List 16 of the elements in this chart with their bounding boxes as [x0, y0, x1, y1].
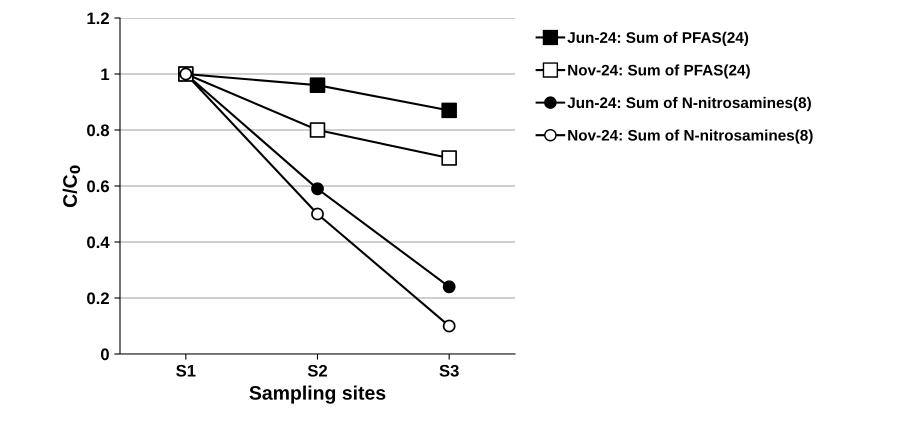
- y-axis-title: C/C$_{0}$: [62, 165, 80, 208]
- legend-label: Nov-24: Sum of PFAS(24): [568, 64, 750, 79]
- y-tick-label: 1: [101, 68, 110, 80]
- legend-label: Nov-24: Sum of N-nitrosamines(8): [568, 129, 813, 144]
- x-axis-title: Sampling sites: [249, 386, 386, 404]
- y-tick-label: 0.4: [87, 236, 110, 248]
- x-tick-label: S2: [308, 364, 328, 377]
- x-tick-label: S3: [439, 364, 459, 377]
- x-tick-label: S1: [176, 364, 196, 377]
- y-tick-label: 1.2: [87, 12, 109, 24]
- y-tick-label: 0: [100, 348, 109, 360]
- y-tick-label: 0.8: [87, 124, 110, 136]
- legend-label: Jun-24: Sum of N-nitrosamines(8): [567, 96, 811, 112]
- y-tick-label: 0.2: [87, 292, 109, 304]
- legend-label: Jun-24: Sum of PFAS(24): [567, 32, 748, 46]
- y-tick-label: 0.6: [87, 180, 109, 192]
